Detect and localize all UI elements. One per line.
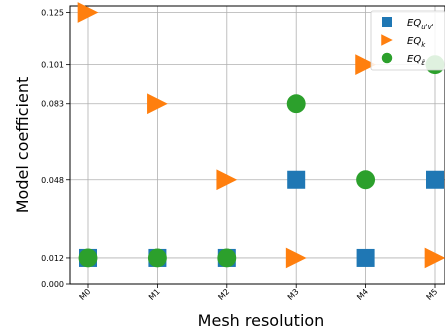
legend-marker-triangle-right: [381, 34, 393, 46]
y-tick-label: 0.012: [41, 254, 64, 263]
data-point-circle: [217, 248, 237, 268]
data-point-triangle-right: [216, 169, 238, 191]
data-point-triangle-right: [77, 2, 99, 23]
y-tick-label: 0.083: [41, 100, 64, 109]
legend-marker-circle: [381, 52, 393, 64]
data-point-circle: [147, 248, 167, 268]
y-tick-label: 0.000: [41, 280, 64, 289]
legend-marker-square: [382, 17, 392, 27]
x-axis: M0 M1 M2 M3 M4 M5: [78, 284, 440, 302]
x-tick-label: M0: [78, 287, 93, 302]
data-point-square: [426, 170, 444, 189]
y-axis-label: Model coefficient: [13, 77, 32, 214]
data-point-square: [287, 170, 306, 189]
data-point-circle: [286, 94, 306, 114]
data-point-circle: [78, 248, 98, 268]
x-axis-label: Mesh resolution: [198, 311, 325, 330]
legend-entry-label: EQε̃: [407, 54, 426, 67]
data-point-triangle-right: [424, 247, 445, 269]
y-tick-label: 0.101: [41, 61, 64, 70]
plot-area: [69, 5, 445, 285]
x-tick-label: M5: [425, 287, 440, 302]
legend-entry-subscript: ε̃: [421, 59, 425, 67]
x-tick-label: M1: [147, 287, 162, 302]
x-tick-label: M2: [216, 287, 231, 302]
data-point-triangle-right: [355, 54, 376, 75]
data-point-circle: [356, 170, 376, 190]
x-tick-label: M4: [355, 287, 370, 302]
data-point-square: [356, 248, 375, 267]
data-point-triangle-right: [285, 247, 307, 269]
x-tick-label: M3: [286, 287, 301, 302]
data-point-triangle-right: [147, 93, 168, 115]
y-axis: 0.000 0.012 0.048 0.083 0.101 0.125: [41, 9, 70, 289]
y-tick-label: 0.125: [41, 9, 64, 18]
y-tick-label: 0.048: [41, 176, 64, 185]
legend-entry-subscript: k: [421, 41, 426, 49]
legend-entry-subscript: u'v': [421, 23, 434, 31]
